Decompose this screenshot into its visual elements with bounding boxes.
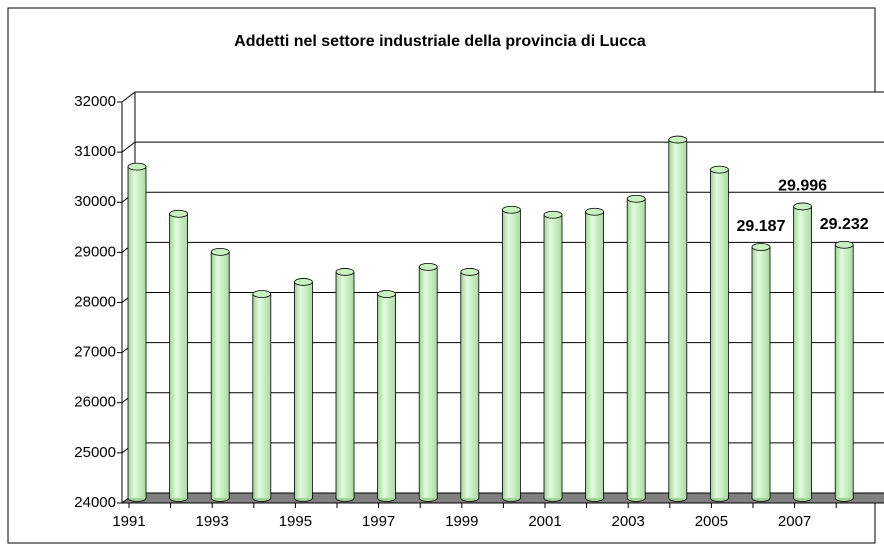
x-tick-label: 2005 [695,513,728,530]
y-tick-label: 26000 [74,394,116,411]
bar [169,209,189,502]
y-tick-label: 29000 [74,243,116,260]
x-tick-label: 1995 [279,513,312,530]
x-tick-label: 2007 [778,513,811,530]
bar [585,207,604,502]
bar [210,247,230,502]
bar [834,240,854,502]
bar [543,210,563,502]
bar [668,135,688,502]
bar [377,290,397,502]
chart-title: Addetti nel settore industriale della pr… [234,33,646,50]
bar [710,165,729,502]
bar [793,202,812,502]
x-tick-label: 1993 [196,513,229,530]
x-tick-label: 1991 [112,513,145,530]
x-tick-label: 2001 [528,513,561,530]
bar [751,243,771,502]
bar [293,278,313,502]
bar [335,268,355,502]
bar [127,162,147,502]
grid-line [121,141,136,153]
bar [501,205,521,502]
bar [418,263,438,502]
x-tick-label: 1999 [445,513,478,530]
y-tick-label: 28000 [74,293,116,310]
y-tick-label: 25000 [74,444,116,461]
y-tick-label: 24000 [74,494,116,511]
value-label: 29.187 [737,218,786,235]
x-tick-label: 2003 [612,513,645,530]
bar [460,268,480,502]
y-tick-label: 32000 [74,93,116,110]
bar [626,194,646,502]
x-tick-label: 1997 [362,513,395,530]
value-label: 29.996 [778,178,827,195]
grid-line [121,91,136,103]
value-label: 29.232 [820,216,869,233]
y-tick-label: 27000 [74,344,116,361]
bar [252,290,272,502]
y-tick-label: 31000 [74,143,116,160]
y-tick-label: 30000 [74,193,116,210]
